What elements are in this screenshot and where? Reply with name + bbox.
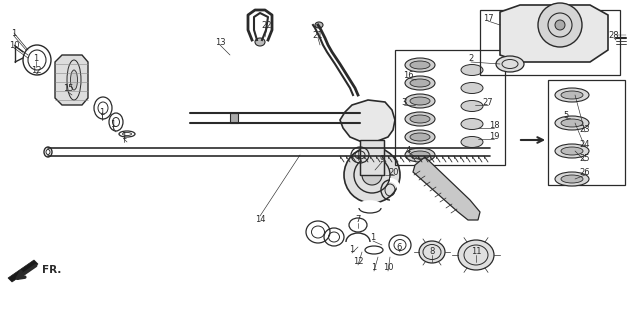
Text: 1: 1 (349, 245, 355, 254)
Polygon shape (413, 157, 480, 220)
Bar (230, 113, 238, 123)
Ellipse shape (410, 97, 430, 105)
Text: 27: 27 (483, 98, 493, 107)
Text: 1: 1 (356, 150, 361, 159)
Text: 13: 13 (214, 37, 225, 46)
Text: 23: 23 (580, 124, 590, 133)
Text: 7: 7 (356, 215, 361, 225)
Text: 1: 1 (122, 132, 127, 140)
Ellipse shape (410, 151, 430, 159)
Text: 12: 12 (353, 258, 363, 267)
Text: 22: 22 (261, 20, 272, 29)
Text: 4: 4 (406, 146, 411, 155)
Text: 21: 21 (313, 30, 324, 39)
Text: 28: 28 (609, 30, 619, 39)
Ellipse shape (419, 241, 445, 263)
Text: 24: 24 (580, 140, 590, 148)
Ellipse shape (561, 91, 583, 99)
Polygon shape (500, 5, 608, 62)
Ellipse shape (461, 83, 483, 93)
Text: 20: 20 (389, 167, 399, 177)
Text: 25: 25 (580, 154, 590, 163)
Ellipse shape (561, 119, 583, 127)
Ellipse shape (405, 76, 435, 90)
Text: 10: 10 (9, 41, 19, 50)
Text: 9: 9 (379, 155, 384, 164)
Text: 26: 26 (580, 167, 590, 177)
Ellipse shape (405, 148, 435, 162)
Ellipse shape (461, 65, 483, 76)
Text: 1: 1 (371, 234, 376, 243)
Ellipse shape (461, 100, 483, 111)
Text: 1: 1 (371, 263, 377, 273)
Polygon shape (8, 260, 38, 282)
Circle shape (555, 20, 565, 30)
Text: 11: 11 (471, 247, 482, 257)
Text: 19: 19 (489, 132, 499, 140)
Ellipse shape (255, 38, 265, 46)
Ellipse shape (405, 58, 435, 72)
Bar (395, 50, 505, 165)
Ellipse shape (410, 115, 430, 123)
Text: 15: 15 (63, 84, 73, 92)
Text: 1: 1 (110, 119, 115, 129)
Ellipse shape (410, 133, 430, 141)
Text: 18: 18 (488, 121, 499, 130)
Text: 16: 16 (403, 70, 413, 79)
Text: 6: 6 (396, 243, 402, 252)
Text: 17: 17 (483, 13, 493, 22)
Text: 1: 1 (33, 53, 39, 62)
Bar (360, 140, 384, 175)
Text: 3: 3 (401, 98, 407, 107)
Ellipse shape (555, 88, 589, 102)
Ellipse shape (458, 240, 494, 270)
Ellipse shape (496, 56, 524, 72)
Text: FR.: FR. (42, 265, 61, 275)
Text: 14: 14 (255, 215, 265, 225)
Circle shape (538, 3, 582, 47)
Text: 1: 1 (11, 28, 17, 37)
Ellipse shape (555, 172, 589, 186)
Text: 1: 1 (99, 108, 105, 116)
Ellipse shape (315, 22, 323, 28)
Ellipse shape (561, 175, 583, 183)
Ellipse shape (555, 144, 589, 158)
Text: 5: 5 (564, 110, 569, 119)
Circle shape (344, 147, 400, 203)
Polygon shape (55, 55, 88, 105)
Ellipse shape (555, 116, 589, 130)
Ellipse shape (70, 70, 78, 90)
Ellipse shape (410, 61, 430, 69)
Text: 10: 10 (382, 263, 393, 273)
Polygon shape (340, 100, 395, 142)
Ellipse shape (405, 94, 435, 108)
Text: 12: 12 (31, 66, 41, 75)
Ellipse shape (461, 137, 483, 148)
Ellipse shape (561, 147, 583, 155)
Ellipse shape (405, 130, 435, 144)
Circle shape (362, 165, 382, 185)
Ellipse shape (405, 112, 435, 126)
Ellipse shape (461, 118, 483, 130)
Ellipse shape (410, 79, 430, 87)
Text: 2: 2 (468, 53, 473, 62)
Text: 8: 8 (429, 247, 435, 257)
